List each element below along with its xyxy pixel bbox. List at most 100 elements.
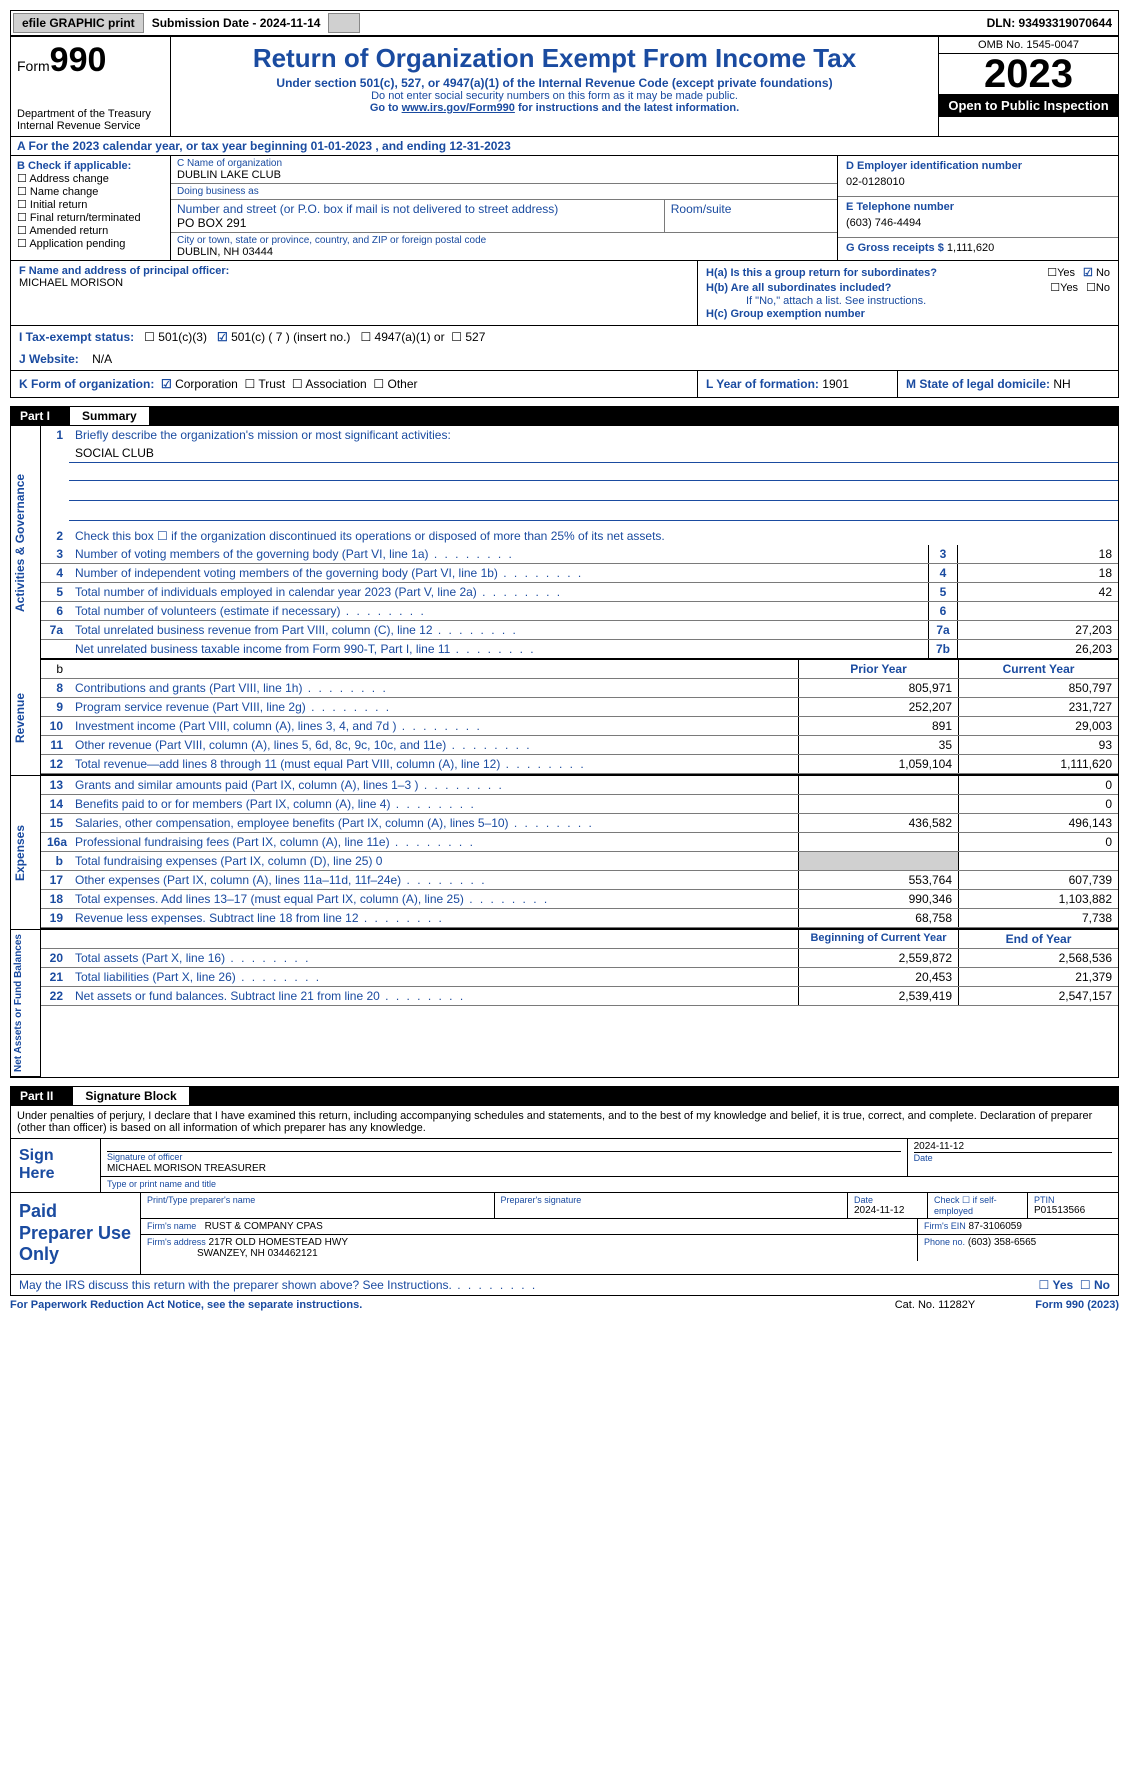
chk-trust[interactable]: ☐ Trust — [244, 377, 285, 391]
summary-row: 6Total number of volunteers (estimate if… — [41, 602, 1118, 621]
section-b: B Check if applicable: Address change Na… — [11, 156, 171, 261]
row-a-tax-year: A For the 2023 calendar year, or tax yea… — [10, 137, 1119, 156]
prep-date: 2024-11-12 — [854, 1205, 904, 1216]
chk-address-change[interactable]: Address change — [17, 172, 164, 185]
expense-row: 16aProfessional fundraising fees (Part I… — [41, 833, 1118, 852]
chk-application-pending[interactable]: Application pending — [17, 237, 164, 250]
website: N/A — [92, 352, 112, 366]
expense-row: 13Grants and similar amounts paid (Part … — [41, 776, 1118, 795]
department-label: Department of the Treasury Internal Reve… — [17, 108, 164, 132]
part2-header: Part II Signature Block — [10, 1086, 1119, 1106]
chk-527[interactable]: ☐ 527 — [451, 330, 485, 344]
expense-row: 15Salaries, other compensation, employee… — [41, 814, 1118, 833]
ein: 02-0128010 — [846, 172, 1110, 192]
revenue-row: 11Other revenue (Part VIII, column (A), … — [41, 736, 1118, 755]
hb-yes[interactable]: ☐Yes — [1050, 281, 1078, 294]
summary-table: Activities & Governance 1 Briefly descri… — [10, 426, 1119, 1078]
expense-row: bTotal fundraising expenses (Part IX, co… — [41, 852, 1118, 871]
discuss-no[interactable]: ☐ No — [1080, 1278, 1110, 1292]
chk-corporation[interactable]: Corporation — [161, 377, 238, 391]
summary-row: 5Total number of individuals employed in… — [41, 583, 1118, 602]
vtab-net-assets: Net Assets or Fund Balances — [11, 930, 41, 1077]
irs-discuss-row: May the IRS discuss this return with the… — [10, 1275, 1119, 1296]
row-j: J Website: N/A — [10, 348, 1119, 371]
chk-name-change[interactable]: Name change — [17, 185, 164, 198]
expense-row: 14Benefits paid to or for members (Part … — [41, 795, 1118, 814]
ptin: P01513566 — [1034, 1205, 1085, 1216]
instructions-link-row: Go to www.irs.gov/Form990 for instructio… — [179, 102, 930, 114]
telephone: (603) 746-4494 — [846, 213, 1110, 233]
chk-501c[interactable]: 501(c) ( 7 ) (insert no.) — [217, 330, 350, 344]
revenue-row: 10Investment income (Part VIII, column (… — [41, 717, 1118, 736]
row-k: K Form of organization: Corporation ☐ Tr… — [10, 371, 1119, 398]
revenue-row: 9Program service revenue (Part VIII, lin… — [41, 698, 1118, 717]
firm-name: RUST & COMPANY CPAS — [205, 1221, 323, 1232]
net-assets-row: 21Total liabilities (Part X, line 26)20,… — [41, 968, 1118, 987]
ha-no[interactable]: No — [1083, 266, 1110, 279]
revenue-row: 12Total revenue—add lines 8 through 11 (… — [41, 755, 1118, 774]
top-bar: efile GRAPHIC print Submission Date - 20… — [10, 10, 1119, 36]
name-title-label: Type or print name and title — [107, 1179, 216, 1189]
submission-date: Submission Date - 2024-11-14 — [146, 14, 327, 32]
blank-button[interactable] — [328, 13, 359, 33]
chk-501c3[interactable]: ☐ 501(c)(3) — [144, 330, 207, 344]
vtab-revenue: Revenue — [11, 660, 41, 776]
form-header: Form990 Department of the Treasury Inter… — [10, 36, 1119, 137]
irs-link[interactable]: www.irs.gov/Form990 — [402, 102, 515, 114]
row-f-h: F Name and address of principal officer:… — [10, 261, 1119, 326]
summary-row: 7aTotal unrelated business revenue from … — [41, 621, 1118, 640]
room-suite-label: Room/suite — [671, 202, 831, 216]
org-name: DUBLIN LAKE CLUB — [177, 169, 831, 181]
gross-receipts: 1,111,620 — [947, 242, 994, 254]
form-title: Return of Organization Exempt From Incom… — [179, 43, 930, 74]
row-i: I Tax-exempt status: ☐ 501(c)(3) 501(c) … — [10, 326, 1119, 348]
section-d: D Employer identification number 02-0128… — [838, 156, 1118, 261]
chk-final-return[interactable]: Final return/terminated — [17, 211, 164, 224]
sign-date: 2024-11-12 — [914, 1141, 964, 1152]
firm-ein: 87-3106059 — [969, 1221, 1022, 1232]
hc-label: H(c) Group exemption number — [706, 308, 865, 320]
officer-name: MICHAEL MORISON TREASURER — [107, 1163, 266, 1174]
org-address: PO BOX 291 — [177, 216, 658, 230]
form-number: Form990 — [17, 41, 164, 80]
year-formation: 1901 — [822, 377, 849, 391]
sign-here-block: Sign Here Signature of officerMICHAEL MO… — [10, 1139, 1119, 1193]
firm-phone: (603) 358-6565 — [968, 1237, 1036, 1248]
cat-no: Cat. No. 11282Y — [895, 1299, 976, 1311]
self-employed-check[interactable]: Check ☐ if self-employed — [934, 1195, 1021, 1216]
chk-4947[interactable]: ☐ 4947(a)(1) or — [360, 330, 444, 344]
open-inspection: Open to Public Inspection — [939, 94, 1118, 117]
ha-yes[interactable]: ☐Yes — [1047, 266, 1075, 279]
vtab-expenses: Expenses — [11, 776, 41, 930]
revenue-row: 8Contributions and grants (Part VIII, li… — [41, 679, 1118, 698]
summary-row: Net unrelated business taxable income fr… — [41, 640, 1118, 658]
summary-row: 3Number of voting members of the governi… — [41, 545, 1118, 564]
net-assets-row: 20Total assets (Part X, line 16)2,559,87… — [41, 949, 1118, 968]
summary-row: 4Number of independent voting members of… — [41, 564, 1118, 583]
org-info-block: B Check if applicable: Address change Na… — [10, 156, 1119, 261]
expense-row: 18Total expenses. Add lines 13–17 (must … — [41, 890, 1118, 909]
form-ref: Form 990 (2023) — [1035, 1299, 1119, 1311]
efile-button[interactable]: efile GRAPHIC print — [13, 13, 144, 33]
dln: DLN: 93493319070644 — [981, 14, 1118, 32]
tax-year: 2023 — [939, 54, 1118, 94]
principal-officer: MICHAEL MORISON — [19, 277, 123, 289]
paid-preparer-block: Paid Preparer Use Only Print/Type prepar… — [10, 1193, 1119, 1275]
form-subtitle: Under section 501(c), 527, or 4947(a)(1)… — [179, 76, 930, 90]
perjury-declaration: Under penalties of perjury, I declare th… — [10, 1106, 1119, 1139]
mission: SOCIAL CLUB — [69, 444, 1118, 463]
expense-row: 17Other expenses (Part IX, column (A), l… — [41, 871, 1118, 890]
state-domicile: NH — [1053, 377, 1070, 391]
org-city: DUBLIN, NH 03444 — [177, 246, 831, 258]
discuss-yes[interactable]: ☐ Yes — [1038, 1278, 1073, 1292]
section-c: C Name of organization DUBLIN LAKE CLUB … — [171, 156, 838, 261]
chk-initial-return[interactable]: Initial return — [17, 198, 164, 211]
chk-association[interactable]: ☐ Association — [292, 377, 367, 391]
ssn-warning: Do not enter social security numbers on … — [179, 90, 930, 102]
chk-amended-return[interactable]: Amended return — [17, 224, 164, 237]
chk-other[interactable]: ☐ Other — [373, 377, 417, 391]
dba-label: Doing business as — [177, 186, 831, 197]
hb-no[interactable]: ☐No — [1086, 281, 1110, 294]
firm-address: 217R OLD HOMESTEAD HWY — [209, 1237, 348, 1248]
part1-header: Part I Summary — [10, 406, 1119, 426]
